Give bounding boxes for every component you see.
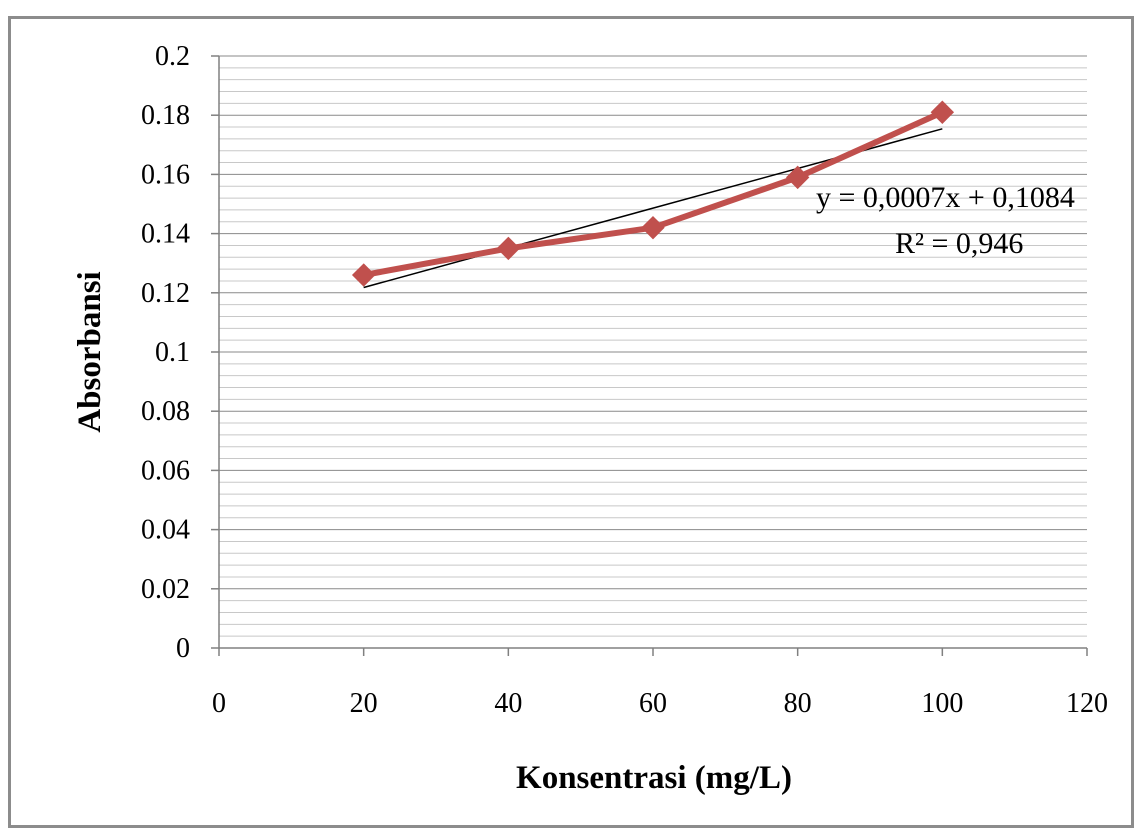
x-tick-label: 0 (212, 688, 226, 719)
y-tick-label: 0.14 (141, 219, 190, 250)
x-tick-label: 60 (639, 688, 667, 719)
x-tick-label: 40 (494, 688, 522, 719)
x-tick-label: 80 (784, 688, 812, 719)
y-tick-label: 0.2 (155, 41, 190, 72)
axes (211, 55, 1088, 656)
x-tick-label: 120 (1066, 688, 1108, 719)
x-axis-title: Konsentrasi (mg/L) (516, 760, 792, 796)
y-tick-label: 0.12 (141, 278, 190, 309)
trendline-equation: y = 0,0007x + 0,1084 (816, 181, 1075, 214)
tick-labels: 0 0.02 0.04 0.06 0.08 0.1 0.12 0.14 0.16 0.18 0.2 0… (141, 41, 1108, 719)
x-tick-label: 100 (921, 688, 963, 719)
chart-frame (8, 16, 1134, 828)
data-point-marker (641, 215, 665, 240)
data-point-marker (785, 165, 810, 190)
y-tick-label: 0.04 (141, 515, 190, 546)
y-tick-label: 0.1 (155, 337, 190, 368)
y-tick-label: 0.02 (141, 574, 190, 605)
data-point-marker (351, 263, 376, 287)
trendline-r-squared: R² = 0,946 (895, 227, 1023, 260)
y-tick-label: 0.18 (141, 100, 190, 131)
series-group (351, 100, 955, 287)
y-tick-label: 0.16 (141, 159, 190, 190)
x-tick-label: 20 (350, 688, 378, 719)
gridlines (219, 55, 1087, 637)
y-axis-title: Absorbansi (72, 271, 108, 432)
y-tick-label: 0.08 (141, 396, 190, 427)
data-point-marker (930, 100, 955, 124)
data-point-marker (496, 236, 521, 261)
y-tick-label: 0 (176, 633, 190, 664)
y-tick-label: 0.06 (141, 455, 190, 486)
